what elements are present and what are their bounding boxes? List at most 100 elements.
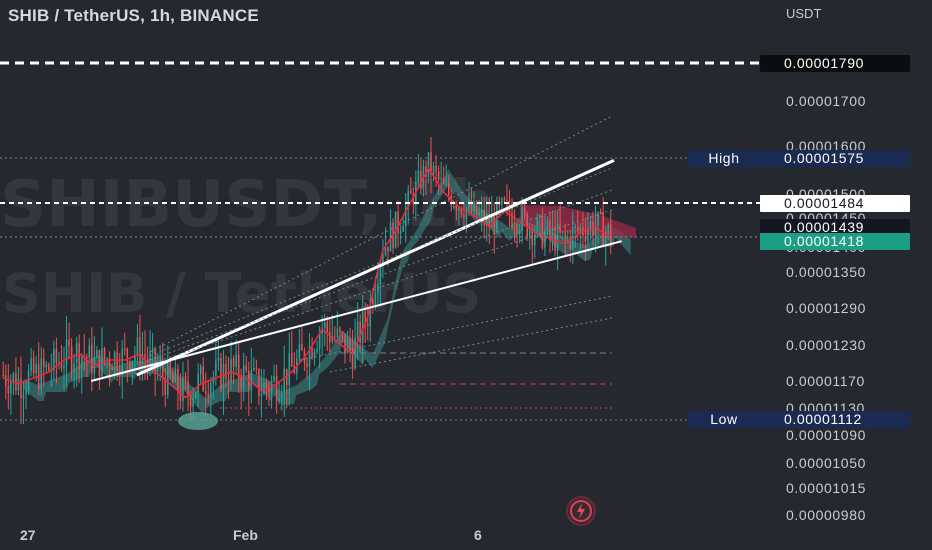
candle-body bbox=[220, 357, 222, 389]
candle-body bbox=[346, 338, 349, 353]
candle-body bbox=[194, 392, 197, 398]
candle-body bbox=[407, 190, 410, 207]
candle-body bbox=[372, 298, 374, 305]
candle-body bbox=[404, 206, 407, 227]
candle-body bbox=[131, 361, 134, 371]
candle-body bbox=[597, 211, 599, 225]
candle-body bbox=[215, 361, 217, 377]
candle-body bbox=[440, 177, 442, 180]
candle-body bbox=[280, 393, 283, 399]
candle-body bbox=[432, 165, 435, 175]
candle-body bbox=[493, 214, 496, 233]
candle-body bbox=[561, 231, 564, 234]
x-tick-27: 27 bbox=[20, 527, 36, 543]
candle-body bbox=[291, 353, 293, 367]
candle-body bbox=[410, 190, 412, 195]
candle-body bbox=[341, 332, 344, 334]
candle-body bbox=[101, 348, 103, 377]
candle-body bbox=[91, 344, 93, 374]
candle-body bbox=[442, 177, 445, 184]
candle-body bbox=[541, 215, 544, 248]
y-tick-label: 0.00001350 bbox=[786, 264, 866, 280]
candle-body bbox=[65, 338, 68, 366]
candle-body bbox=[25, 390, 27, 395]
candle-body bbox=[551, 227, 554, 236]
candle-body bbox=[2, 375, 5, 376]
candle-body bbox=[306, 363, 308, 367]
candle-body bbox=[602, 212, 604, 247]
candle-body bbox=[113, 352, 116, 371]
candle-body bbox=[237, 354, 240, 378]
trend-line bbox=[90, 240, 622, 382]
candle-body bbox=[197, 374, 199, 393]
candle-body bbox=[255, 367, 258, 370]
price-tag-dashed-level: 0.00001790 bbox=[760, 55, 910, 72]
candle-body bbox=[329, 331, 331, 342]
candle-body bbox=[141, 354, 144, 365]
candle-body bbox=[126, 349, 129, 362]
candle-body bbox=[544, 230, 546, 248]
candle-body bbox=[275, 376, 278, 402]
brand-logo-icon[interactable] bbox=[566, 496, 596, 526]
candle-body bbox=[149, 352, 151, 364]
candle-body bbox=[60, 362, 63, 369]
candle-body bbox=[311, 345, 313, 358]
candle-body bbox=[123, 348, 126, 350]
candle-body bbox=[387, 246, 389, 252]
candle-body bbox=[349, 338, 351, 350]
candle-body bbox=[288, 353, 291, 386]
fan-line bbox=[149, 115, 613, 353]
candle-body bbox=[174, 368, 177, 383]
candle-body bbox=[40, 358, 42, 390]
candle-body bbox=[511, 212, 513, 227]
candle-body bbox=[179, 392, 182, 401]
candle-body bbox=[210, 382, 212, 397]
price-tag-last-price: 0.00001418 bbox=[760, 233, 910, 250]
candle-body bbox=[55, 348, 58, 364]
candle-body bbox=[30, 358, 32, 371]
candle-body bbox=[245, 365, 248, 372]
candle-body bbox=[356, 321, 359, 338]
candle-body bbox=[73, 363, 75, 372]
candle-body bbox=[339, 328, 341, 333]
candle-body bbox=[184, 376, 187, 382]
y-tick-label: 0.00001015 bbox=[786, 480, 866, 496]
candle-body bbox=[136, 337, 139, 356]
trend-line bbox=[136, 159, 615, 377]
candle-body bbox=[584, 235, 587, 242]
candle-body bbox=[250, 369, 253, 392]
candle-body bbox=[334, 336, 336, 338]
candle-body bbox=[435, 165, 437, 172]
candle-body bbox=[134, 355, 136, 362]
candle-body bbox=[106, 358, 108, 360]
candle-body bbox=[460, 208, 463, 215]
candle-body bbox=[384, 246, 387, 255]
candle-body bbox=[156, 369, 159, 372]
candle-body bbox=[129, 361, 131, 371]
candle-body bbox=[22, 394, 25, 399]
candle-body bbox=[326, 322, 329, 332]
candle-body bbox=[531, 229, 534, 245]
candle-body bbox=[248, 371, 250, 392]
candle-body bbox=[225, 363, 227, 380]
candle-body bbox=[397, 211, 399, 234]
candle-body bbox=[589, 221, 592, 231]
candle-body bbox=[63, 365, 65, 369]
candle-body bbox=[463, 214, 465, 219]
candle-body bbox=[412, 194, 415, 205]
candle-body bbox=[217, 357, 220, 362]
symbol-watermark: SHIBUSDT, 1h bbox=[0, 168, 495, 242]
candle-body bbox=[278, 398, 280, 402]
baseline-line bbox=[2, 166, 612, 399]
ichimoku-cloud bbox=[23, 169, 631, 415]
candle-body bbox=[458, 208, 460, 211]
candle-body bbox=[417, 170, 420, 182]
candle-body bbox=[465, 208, 468, 219]
candle-body bbox=[108, 358, 111, 367]
y-tick-label: 0.00001090 bbox=[786, 427, 866, 443]
candle-body bbox=[151, 348, 154, 353]
candle-body bbox=[68, 338, 70, 347]
candle-body bbox=[475, 201, 478, 216]
